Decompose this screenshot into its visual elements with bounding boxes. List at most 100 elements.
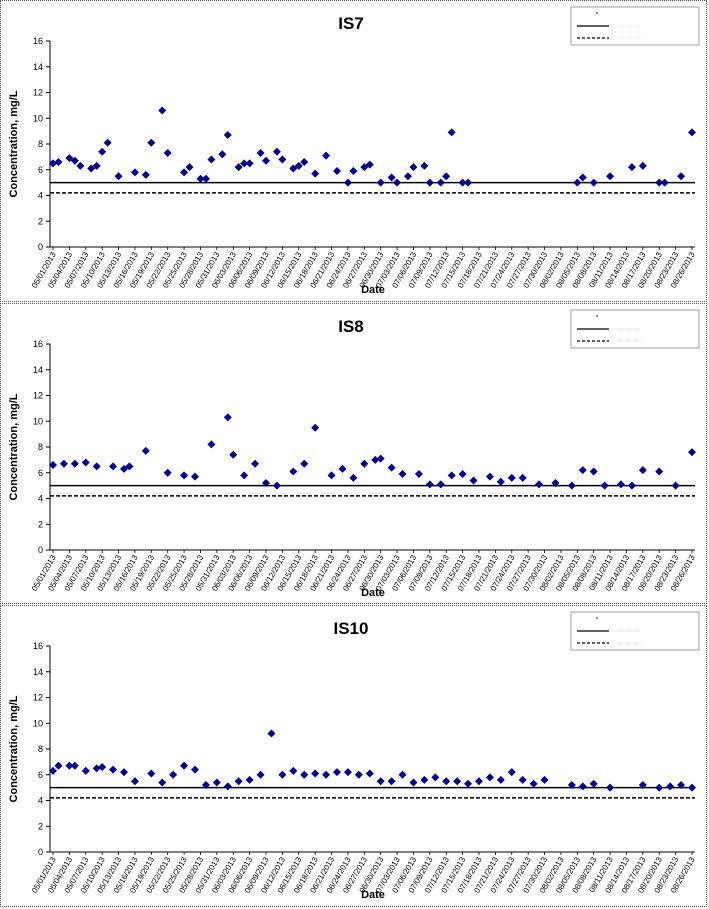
data-point: [343, 178, 352, 187]
data-point: [398, 770, 407, 779]
data-point: [333, 768, 341, 777]
y-tick-label: 4: [38, 796, 43, 806]
data-point: [540, 775, 549, 784]
data-point: [322, 151, 331, 160]
data-point: [300, 459, 309, 468]
data-point: [322, 770, 331, 779]
y-axis-label: Concentration, mg/L: [8, 695, 20, 802]
data-point: [485, 773, 494, 782]
data-point: [453, 777, 462, 786]
y-tick-label: 2: [38, 821, 43, 831]
data-point: [387, 463, 396, 472]
data-point: [535, 480, 544, 489]
data-point: [70, 459, 79, 468]
data-point: [360, 459, 369, 468]
data-point: [158, 778, 167, 787]
data-point: [54, 761, 63, 770]
data-point: [327, 471, 336, 480]
y-tick-label: 12: [33, 391, 43, 401]
y-tick-label: 6: [38, 165, 43, 175]
data-point: [393, 178, 402, 187]
data-point: [262, 156, 270, 165]
data-point: [589, 779, 598, 788]
data-point: [289, 164, 298, 173]
chart-panel-is10: IS10 Concentration, mg/L 0 2 4 6 8 10 12 14 16 05/0…: [0, 605, 707, 907]
data-point: [464, 178, 473, 187]
data-point: [507, 768, 516, 777]
y-tick-label: 0: [38, 847, 43, 857]
y-tick-label: 10: [33, 718, 43, 728]
data-point: [49, 766, 57, 775]
y-tick-label: 4: [38, 191, 43, 201]
data-point: [147, 138, 156, 147]
data-point: [272, 481, 281, 490]
data-point: [589, 467, 598, 476]
y-tick-label: 14: [33, 365, 43, 375]
data-point: [130, 777, 139, 786]
data-point: [223, 130, 232, 139]
data-point: [458, 470, 467, 479]
data-point: [256, 149, 265, 158]
x-axis-label: Date: [361, 889, 385, 901]
data-point: [420, 775, 429, 784]
data-point: [420, 161, 429, 170]
data-point: [201, 174, 210, 183]
y-tick-label: 2: [38, 216, 43, 226]
y-tick-label: 12: [33, 88, 43, 98]
data-point: [447, 128, 456, 137]
data-point: [81, 766, 90, 775]
data-point: [81, 458, 90, 467]
y-tick-label: 0: [38, 242, 43, 252]
data-point: [267, 729, 276, 738]
data-point: [371, 455, 380, 464]
data-point: [551, 479, 560, 488]
y-tick-label: 4: [38, 494, 43, 504]
data-point: [627, 481, 636, 490]
data-point: [278, 155, 287, 164]
data-point: [606, 783, 615, 792]
data-point: [65, 154, 74, 163]
data-point: [245, 775, 254, 784]
data-point: [617, 480, 625, 489]
data-point: [120, 464, 128, 473]
data-point: [212, 778, 221, 787]
data-point: [567, 481, 576, 490]
data-point: [387, 777, 396, 786]
data-point: [158, 106, 167, 115]
data-point: [196, 174, 205, 183]
data-point: [688, 783, 696, 792]
data-point: [289, 766, 298, 775]
data-point: [289, 467, 298, 476]
data-point: [207, 440, 216, 449]
y-tick-label: 16: [33, 339, 43, 349]
data-point: [191, 765, 199, 774]
x-axis-label: Date: [361, 284, 385, 296]
data-point: [169, 770, 178, 779]
data-point: [464, 779, 473, 788]
y-tick-label: 10: [33, 416, 43, 426]
data-point: [98, 147, 107, 156]
chart-title: IS8: [338, 317, 364, 336]
data-point: [180, 761, 189, 770]
data-point: [496, 477, 505, 486]
data-point: [218, 150, 227, 159]
data-point: [251, 459, 260, 468]
data-point: [627, 163, 636, 172]
data-point: [114, 172, 123, 181]
data-point: [98, 763, 107, 772]
data-point: [360, 163, 369, 172]
data-point: [262, 479, 270, 488]
data-point: [54, 158, 63, 167]
data-point: [655, 467, 664, 476]
data-point: [447, 471, 456, 480]
data-point: [191, 472, 199, 481]
y-tick-label: 8: [38, 442, 43, 452]
chart-panel-is8: IS8 Concentration, mg/L 0 2 4 6 8 10 12 14 16 05/01…: [0, 303, 707, 604]
data-point: [655, 783, 664, 792]
data-point: [600, 481, 609, 490]
data-point: [272, 147, 281, 156]
data-point: [163, 468, 172, 477]
data-point: [201, 781, 210, 790]
data-point: [333, 167, 341, 176]
